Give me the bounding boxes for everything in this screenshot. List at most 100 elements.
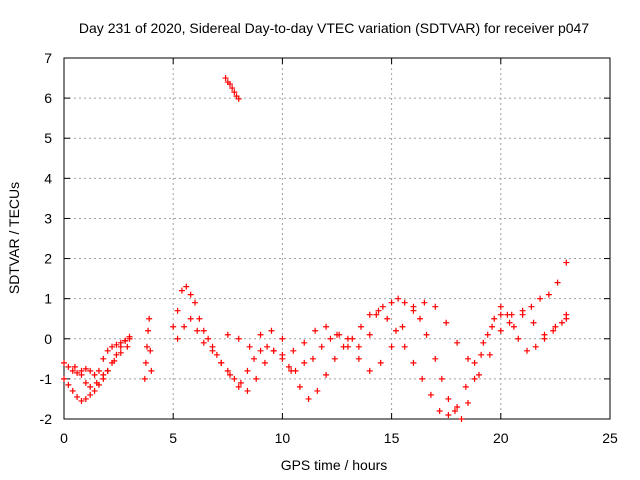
x-tick-label: 0 <box>60 430 68 446</box>
data-point <box>462 383 469 390</box>
data-point <box>235 383 242 390</box>
data-point <box>78 397 85 404</box>
data-point <box>410 307 417 314</box>
data-point <box>563 259 570 266</box>
data-point <box>515 335 522 342</box>
data-point <box>554 279 561 286</box>
data-point <box>296 383 303 390</box>
data-point <box>246 343 253 350</box>
data-point <box>147 347 154 354</box>
x-tick-label: 20 <box>493 430 509 446</box>
data-point <box>279 351 286 358</box>
data-point <box>355 343 362 350</box>
data-point <box>524 347 531 354</box>
y-tick-label: 0 <box>44 331 52 347</box>
data-point <box>323 323 330 330</box>
data-point <box>373 311 380 318</box>
data-point <box>290 347 297 354</box>
data-point <box>388 299 395 306</box>
data-point <box>384 315 391 322</box>
data-point <box>251 355 258 362</box>
data-point <box>314 387 321 394</box>
series-track-e <box>222 75 242 102</box>
data-point <box>471 359 478 366</box>
data-point <box>510 323 517 330</box>
data-point <box>436 407 443 414</box>
y-axis: -2 -1 0 1 2 3 4 5 6 7 <box>40 50 610 427</box>
data-point <box>181 323 188 330</box>
data-point <box>174 307 181 314</box>
data-point <box>200 327 207 334</box>
data-point <box>91 387 98 394</box>
data-point <box>117 343 124 350</box>
data-point <box>224 331 231 338</box>
data-point <box>491 315 498 322</box>
x-tick-label: 25 <box>602 430 618 446</box>
data-point <box>454 403 461 410</box>
data-point <box>196 315 203 322</box>
data-point <box>366 331 373 338</box>
series-track-c <box>71 343 131 390</box>
data-point <box>392 327 399 334</box>
data-point <box>226 81 233 88</box>
data-point <box>301 359 308 366</box>
data-point <box>375 307 382 314</box>
data-point <box>312 327 319 334</box>
data-point <box>438 375 445 382</box>
data-point <box>421 299 428 306</box>
data-point <box>205 335 212 342</box>
data-point <box>87 383 94 390</box>
plot-frame <box>63 57 611 420</box>
data-point <box>545 291 552 298</box>
data-point <box>532 343 539 350</box>
data-point <box>318 343 325 350</box>
data-point <box>194 327 201 334</box>
series-track-b <box>61 333 133 404</box>
data-point <box>87 391 94 398</box>
data-point <box>458 416 465 422</box>
data-point <box>323 371 330 378</box>
data-point <box>111 357 118 364</box>
data-point <box>401 343 408 350</box>
data-point <box>174 335 181 342</box>
data-point <box>327 335 334 342</box>
data-point <box>142 359 149 366</box>
series-track-a <box>61 335 133 378</box>
data-point <box>124 343 131 350</box>
data-point <box>91 371 98 378</box>
series-track-d <box>141 315 155 382</box>
data-point <box>445 395 452 402</box>
series-track-g <box>174 307 570 418</box>
data-point <box>423 331 430 338</box>
y-tick-label: -2 <box>40 411 53 427</box>
data-point <box>100 355 107 362</box>
data-point <box>401 299 408 306</box>
data-point <box>410 359 417 366</box>
data-point <box>480 339 487 346</box>
y-axis-label: SDTVAR / TECUs <box>6 182 22 294</box>
data-point <box>399 323 406 330</box>
x-tick-label: 10 <box>275 430 291 446</box>
data-point <box>235 95 242 102</box>
data-point <box>497 327 504 334</box>
data-point <box>305 395 312 402</box>
chart-title: Day 231 of 2020, Sidereal Day-to-day VTE… <box>79 20 589 36</box>
data-point <box>331 355 338 362</box>
data-point <box>301 339 308 346</box>
data-point <box>65 381 72 388</box>
x-tick-label: 5 <box>169 430 177 446</box>
data-point <box>558 319 565 326</box>
data-point <box>82 365 89 372</box>
data-point <box>213 351 220 358</box>
data-point <box>355 355 362 362</box>
data-point <box>465 355 472 362</box>
data-point <box>78 371 85 378</box>
data-point <box>187 315 194 322</box>
data-point <box>74 369 81 376</box>
y-tick-label: 7 <box>44 50 52 66</box>
data-point <box>489 323 496 330</box>
data-point <box>141 375 148 382</box>
data-point <box>530 319 537 326</box>
data-point <box>222 75 229 82</box>
data-point <box>541 331 548 338</box>
